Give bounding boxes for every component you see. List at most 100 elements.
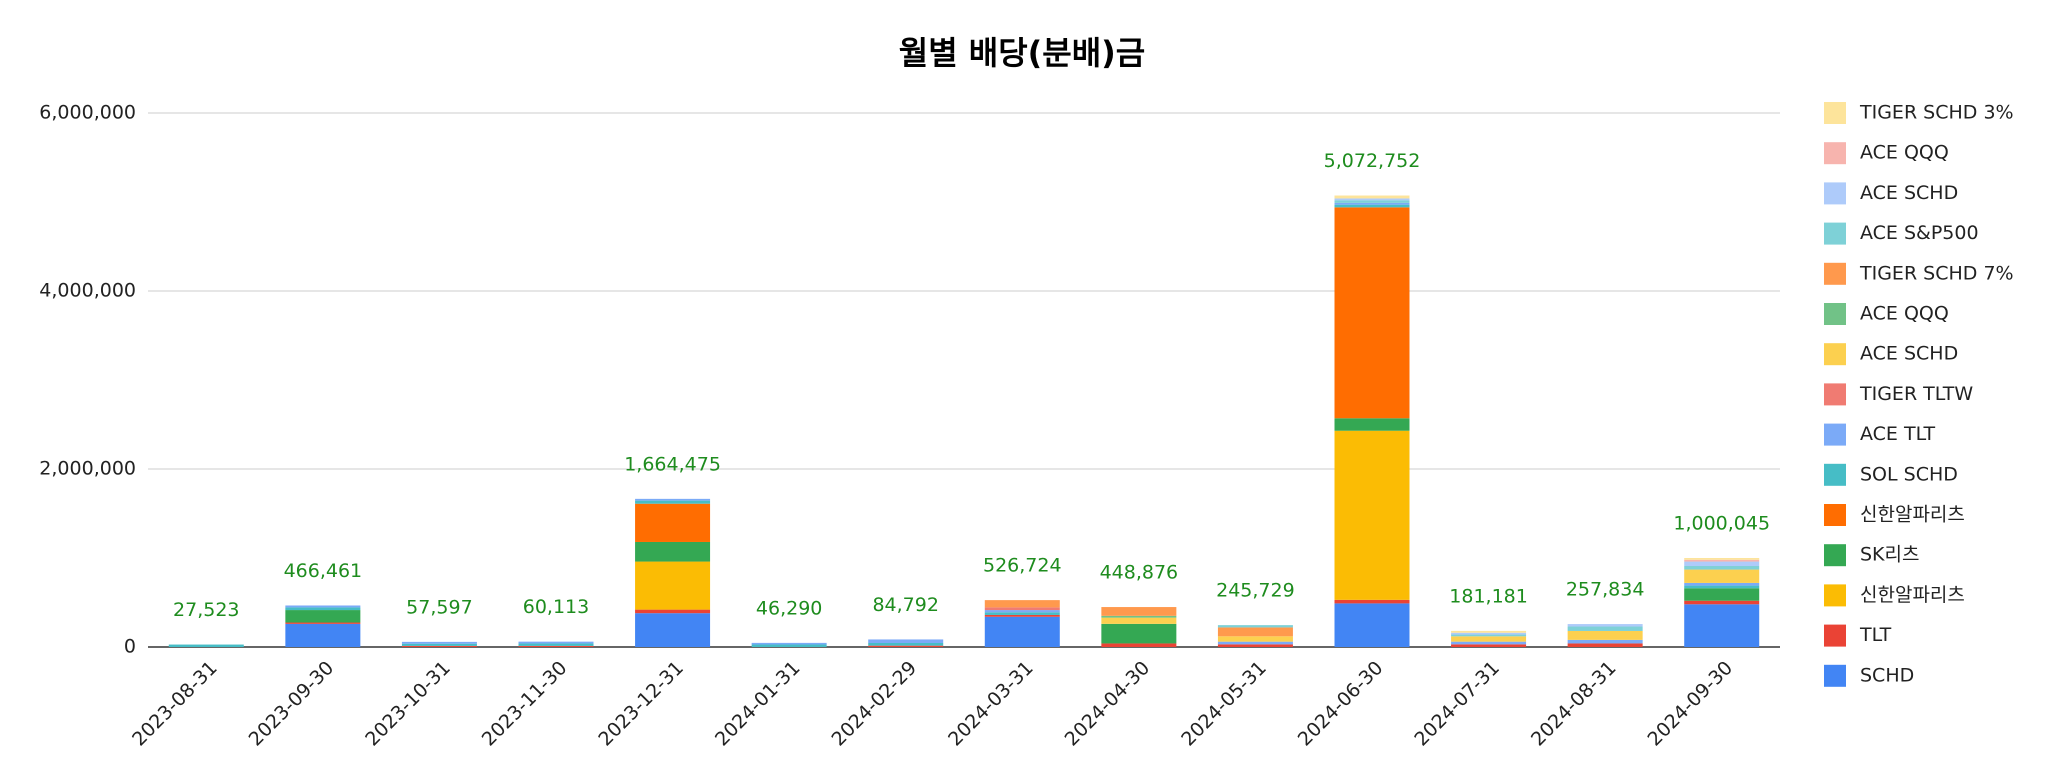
legend-label: TIGER SCHD 3% bbox=[1859, 102, 2014, 124]
bar-segment bbox=[1684, 582, 1760, 586]
bar-segment bbox=[1451, 632, 1527, 635]
legend-swatch bbox=[1824, 343, 1846, 366]
bar-segment bbox=[984, 600, 1060, 608]
bar-segment bbox=[1567, 639, 1643, 644]
bar-segment bbox=[1334, 200, 1410, 203]
legend-label: TIGER TLTW bbox=[1859, 383, 1973, 405]
total-label: 448,876 bbox=[1100, 562, 1179, 584]
legend-swatch bbox=[1824, 262, 1846, 285]
bar-segment bbox=[285, 610, 361, 623]
bar-segment bbox=[1684, 569, 1760, 583]
bar-segment bbox=[1684, 561, 1760, 567]
legend-swatch bbox=[1824, 544, 1846, 567]
total-label: 27,523 bbox=[173, 599, 239, 621]
bar-segment bbox=[984, 614, 1060, 617]
bar-segment bbox=[868, 639, 944, 643]
bar-segment bbox=[518, 643, 594, 646]
bar-segment bbox=[635, 500, 711, 504]
bar-segment bbox=[868, 642, 944, 646]
legend-swatch bbox=[1824, 664, 1846, 687]
bar-segment bbox=[1451, 630, 1527, 633]
bar-segment bbox=[984, 607, 1060, 611]
bar-segment bbox=[518, 641, 594, 644]
y-tick-label: 2,000,000 bbox=[39, 458, 136, 480]
bar-segment bbox=[1217, 644, 1293, 647]
bar-segment bbox=[751, 644, 827, 647]
bar-segment bbox=[1101, 643, 1177, 647]
bar-segment bbox=[285, 623, 361, 647]
bar-segment bbox=[401, 641, 477, 644]
legend-swatch bbox=[1824, 423, 1846, 446]
total-label: 181,181 bbox=[1449, 585, 1528, 607]
bar-segment bbox=[1451, 641, 1527, 645]
legend-swatch bbox=[1824, 222, 1846, 245]
total-label: 245,729 bbox=[1216, 580, 1295, 602]
bar-segment bbox=[635, 609, 711, 614]
bar-segment bbox=[1101, 615, 1177, 618]
bar-segment bbox=[1217, 627, 1293, 637]
bar-segment bbox=[635, 503, 711, 542]
bar-segment bbox=[1567, 626, 1643, 631]
bar-segment bbox=[1334, 599, 1410, 604]
total-label: 57,597 bbox=[406, 596, 472, 618]
legend-label: 신한알파리츠 bbox=[1860, 584, 1965, 606]
bar-segment bbox=[868, 645, 944, 647]
bar-segment bbox=[984, 612, 1060, 615]
bar-segment bbox=[1217, 636, 1293, 642]
bar-segment bbox=[168, 644, 244, 647]
bar-segment bbox=[635, 561, 711, 610]
bar-segment bbox=[1334, 195, 1410, 199]
y-tick-label: 0 bbox=[124, 636, 136, 658]
bar-segment bbox=[1684, 604, 1760, 647]
bar-segment bbox=[1451, 636, 1527, 642]
legend-swatch bbox=[1824, 504, 1846, 526]
legend-label: ACE QQQ bbox=[1860, 142, 1949, 164]
total-label: 46,290 bbox=[756, 597, 822, 619]
legend-label: ACE SCHD bbox=[1860, 182, 1958, 204]
bar-segment bbox=[1684, 557, 1760, 560]
bar-segment bbox=[1451, 634, 1527, 637]
legend-label: TIGER SCHD 7% bbox=[1859, 262, 2014, 284]
y-tick-label: 6,000,000 bbox=[39, 102, 136, 124]
total-label: 257,834 bbox=[1566, 579, 1645, 601]
legend-label: TLT bbox=[1859, 624, 1892, 646]
total-label: 526,724 bbox=[983, 555, 1062, 577]
bar-segment bbox=[984, 616, 1060, 647]
legend-label: 신한알파리츠 bbox=[1860, 504, 1965, 526]
bar-segment bbox=[285, 622, 361, 624]
bar-segment bbox=[401, 645, 477, 647]
bar-segment bbox=[1684, 566, 1760, 570]
legend-label: SOL SCHD bbox=[1860, 463, 1958, 485]
bar-segment bbox=[635, 613, 711, 647]
bar-segment bbox=[1334, 418, 1410, 431]
bar-segment bbox=[1101, 607, 1177, 616]
y-tick-label: 4,000,000 bbox=[39, 280, 136, 302]
bar-segment bbox=[285, 605, 361, 608]
bar-segment bbox=[285, 607, 361, 611]
legend-swatch bbox=[1824, 383, 1846, 406]
bar-segment bbox=[1217, 641, 1293, 645]
bar-segment bbox=[1334, 430, 1410, 600]
bar-segment bbox=[635, 541, 711, 562]
legend-label: SCHD bbox=[1860, 664, 1914, 686]
bar-segment bbox=[1684, 588, 1760, 601]
bar-segment bbox=[1684, 559, 1760, 562]
total-label: 84,792 bbox=[872, 594, 938, 616]
legend-swatch bbox=[1824, 303, 1846, 325]
total-label: 1,000,045 bbox=[1673, 512, 1770, 534]
legend-label: SK리츠 bbox=[1860, 544, 1919, 566]
bar-segment bbox=[1334, 204, 1410, 208]
bar-segment bbox=[1684, 600, 1760, 605]
legend-label: ACE S&P500 bbox=[1860, 222, 1979, 244]
bar-segment bbox=[1451, 644, 1527, 647]
total-label: 60,113 bbox=[523, 596, 589, 618]
legend-swatch bbox=[1824, 463, 1846, 486]
bar-segment bbox=[1101, 617, 1177, 624]
legend-swatch bbox=[1824, 182, 1846, 205]
bar-segment bbox=[751, 642, 827, 645]
bar-segment bbox=[401, 643, 477, 646]
bar-segment bbox=[1334, 603, 1410, 647]
chart-title: 월별 배당(분배)금 bbox=[899, 34, 1145, 72]
